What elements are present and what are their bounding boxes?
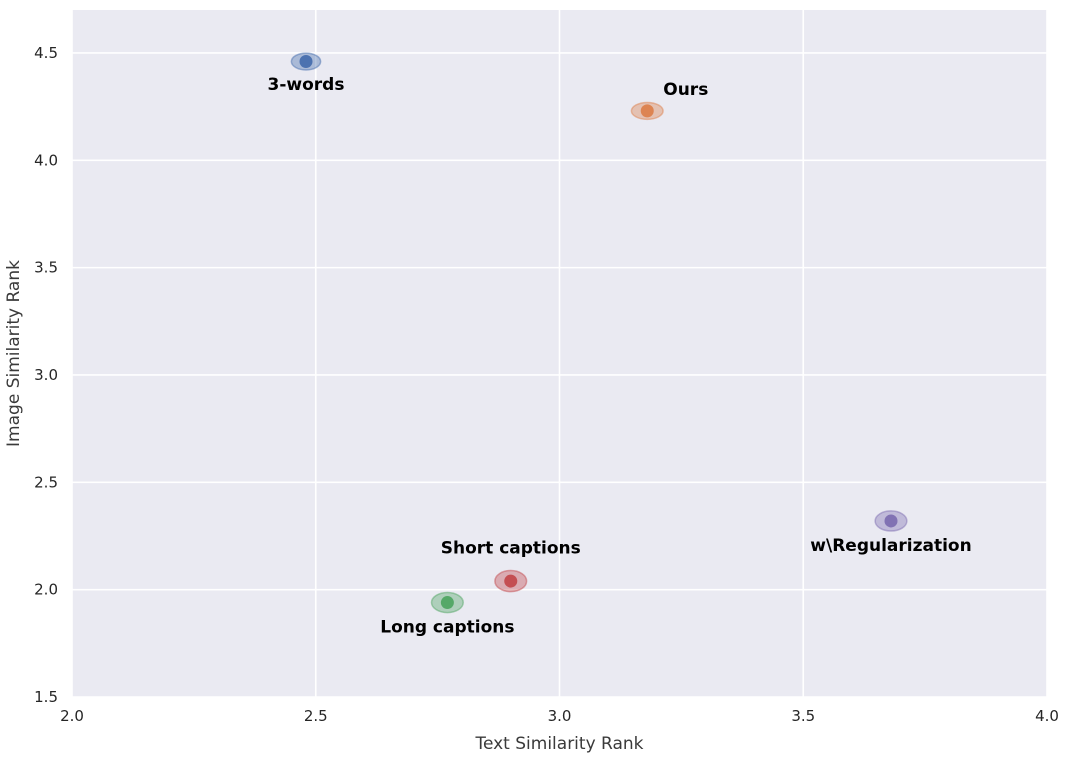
point-marker — [299, 55, 313, 69]
y-axis-label: Image Similarity Rank — [4, 260, 24, 447]
x-tick-label: 3.5 — [791, 707, 815, 725]
tick-labels: 2.0 2.5 3.0 3.5 4.01.52.02.53.03.54.04.5 — [34, 44, 1059, 725]
point-marker — [440, 596, 454, 610]
y-tick-label: 2.0 — [34, 581, 58, 599]
point-label: Ours — [663, 80, 708, 100]
point-label: Long captions — [380, 618, 514, 638]
x-tick-label: 4.0 — [1035, 707, 1059, 725]
point-marker — [640, 104, 654, 118]
y-tick-label: 4.0 — [34, 151, 58, 169]
point-marker — [884, 514, 898, 528]
y-tick-label: 4.5 — [34, 44, 58, 62]
y-tick-label: 1.5 — [34, 688, 58, 706]
point-label: 3-words — [268, 75, 345, 95]
x-tick-label: 2.0 — [60, 707, 84, 725]
x-tick-label: 2.5 — [304, 707, 328, 725]
point-label: w\Regularization — [810, 536, 971, 556]
point-marker — [504, 574, 518, 588]
x-tick-label: 3.0 — [548, 707, 572, 725]
y-tick-label: 2.5 — [34, 473, 58, 491]
grid-lines — [71, 10, 1048, 698]
data-points: 3-words Ours w\Regularization Short caption… — [268, 52, 972, 638]
y-tick-label: 3.0 — [34, 366, 58, 384]
y-tick-label: 3.5 — [34, 259, 58, 277]
x-axis-label: Text Similarity Rank — [474, 734, 643, 754]
point-label: Short captions — [441, 538, 581, 558]
